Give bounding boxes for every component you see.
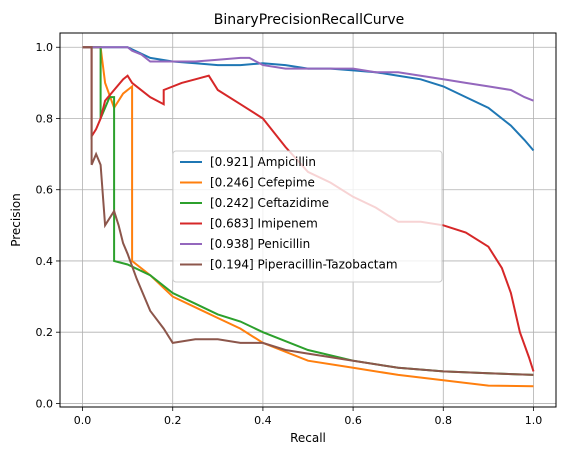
y-tick-label: 0.2	[36, 326, 54, 339]
legend: [0.921] Ampicillin [0.246] Cefepime [0.242…	[172, 150, 443, 283]
legend-entry-0: [0.921] Ampicillin	[210, 155, 316, 169]
legend-box	[172, 150, 443, 283]
y-tick-label: 0.8	[36, 112, 54, 125]
legend-entry-5: [0.194] Piperacillin-Tazobactam	[210, 258, 398, 272]
x-tick-label: 0.2	[164, 414, 182, 427]
y-tick-label: 1.0	[36, 41, 54, 54]
y-tick-label: 0.6	[36, 184, 54, 197]
series-line-5	[82, 46, 534, 376]
y-tick-label: 0.4	[36, 255, 54, 268]
x-ticks: 0.0 0.2 0.4 0.6 0.8 1.0	[74, 407, 542, 427]
y-axis-label: Precision	[9, 193, 23, 247]
series-line-4	[82, 46, 534, 102]
chart-title: BinaryPrecisionRecallCurve	[214, 12, 405, 28]
legend-entry-3: [0.683] Imipenem	[210, 217, 318, 231]
legend-entry-2: [0.242] Ceftazidime	[210, 196, 329, 210]
legend-entry-1: [0.246] Cefepime	[210, 176, 315, 190]
x-tick-label: 0.8	[435, 414, 453, 427]
legend-entry-4: [0.938] Penicillin	[210, 237, 310, 251]
x-axis-label: Recall	[290, 431, 326, 445]
plot-area	[82, 46, 535, 388]
x-tick-label: 0.4	[254, 414, 272, 427]
y-ticks: 0.0 0.2 0.4 0.6 0.8 1.0	[36, 41, 60, 410]
series-line-1	[82, 46, 534, 388]
x-tick-label: 0.0	[74, 414, 92, 427]
plot-frame	[59, 32, 557, 408]
y-tick-label: 0.0	[36, 397, 54, 410]
x-tick-label: 0.6	[344, 414, 362, 427]
x-tick-label: 1.0	[525, 414, 543, 427]
series-line-3	[82, 46, 535, 372]
